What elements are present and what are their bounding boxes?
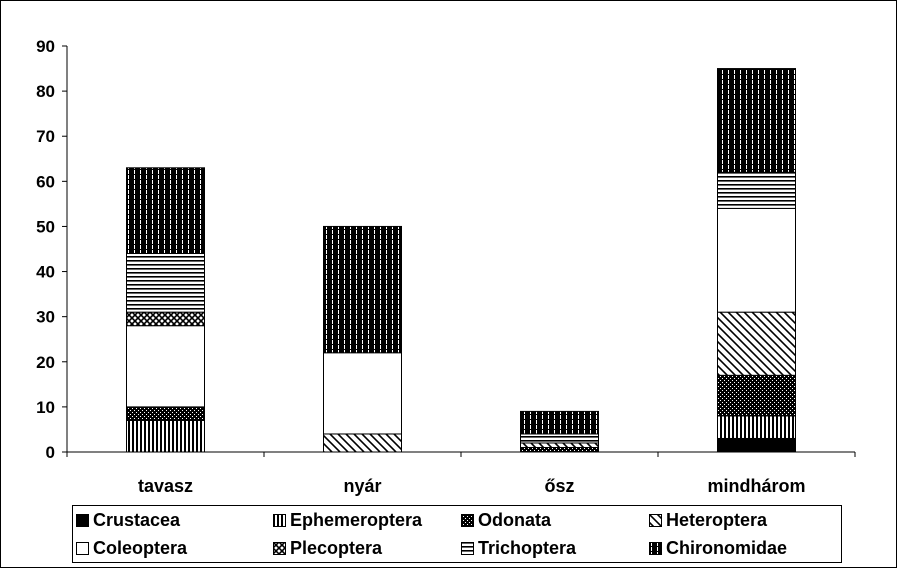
bar-segment-odonata xyxy=(520,446,599,453)
bar-segment-chironomidae xyxy=(717,68,796,173)
bar-segment-chironomidae xyxy=(323,225,402,354)
legend-item-plecoptera: Plecoptera xyxy=(273,534,461,562)
legend-swatch xyxy=(461,513,474,527)
legend-item-odonata: Odonata xyxy=(461,506,649,534)
bar-segment-ephemeroptera xyxy=(126,419,205,453)
bar-segment-coleoptera xyxy=(323,352,402,435)
legend-label: Coleoptera xyxy=(93,537,188,558)
legend-label: Odonata xyxy=(478,509,552,530)
legend-item-trichoptera: Trichoptera xyxy=(461,534,649,562)
y-tick-label: 50 xyxy=(36,217,55,236)
bar-segment-ephemeroptera xyxy=(717,415,796,439)
y-tick-label: 60 xyxy=(36,172,55,191)
legend-label: Crustacea xyxy=(93,509,181,530)
bar-segment-chironomidae xyxy=(126,167,205,255)
x-tick-label: ősz xyxy=(544,476,574,496)
bar-segment-coleoptera xyxy=(126,325,205,408)
y-tick-label: 90 xyxy=(36,37,55,56)
y-tick-label: 80 xyxy=(36,82,55,101)
bar-segment-heteroptera xyxy=(717,311,796,376)
y-tick-label: 0 xyxy=(46,443,55,462)
chart-legend: Crustacea Ephemeroptera Odonata Heteroptera… xyxy=(72,505,842,563)
bar-segment-odonata xyxy=(717,374,796,417)
legend-label: Trichoptera xyxy=(478,537,577,558)
bar-segment-heteroptera xyxy=(323,433,402,453)
x-tick-label: mindhárom xyxy=(707,476,805,496)
y-tick-label: 40 xyxy=(36,263,55,282)
legend-label: Plecoptera xyxy=(290,537,383,558)
legend-label: Chironomidae xyxy=(666,537,788,558)
x-tick-label: tavasz xyxy=(138,476,193,496)
bar-segment-heteroptera xyxy=(520,442,599,448)
bar-segment-plecoptera xyxy=(126,311,205,327)
legend-item-crustacea: Crustacea xyxy=(76,506,273,534)
legend-swatch xyxy=(273,513,286,527)
legend-item-coleoptera: Coleoptera xyxy=(76,534,273,562)
legend-swatch xyxy=(76,541,89,555)
y-tick-label: 30 xyxy=(36,308,55,327)
bar-segment-coleoptera xyxy=(717,207,796,313)
legend-item-chironomidae: Chironomidae xyxy=(649,534,839,562)
bar-segment-trichoptera xyxy=(520,433,599,444)
legend-label: Ephemeroptera xyxy=(290,509,423,530)
bar-segment-chironomidae xyxy=(520,410,599,435)
bar-segment-trichoptera xyxy=(126,253,205,313)
legend-swatch xyxy=(461,541,474,555)
legend-swatch xyxy=(649,513,662,527)
bar-segment-crustacea xyxy=(717,437,796,453)
legend-swatch xyxy=(76,513,89,527)
x-tick-label: nyár xyxy=(343,476,381,496)
legend-swatch xyxy=(649,541,662,555)
y-tick-label: 10 xyxy=(36,398,55,417)
bar-segment-trichoptera xyxy=(717,171,796,209)
legend-swatch xyxy=(273,541,286,555)
y-tick-label: 70 xyxy=(36,127,55,146)
y-tick-label: 20 xyxy=(36,353,55,372)
legend-item-heteroptera: Heteroptera xyxy=(649,506,839,534)
legend-label: Heteroptera xyxy=(666,509,768,530)
legend-item-ephemeroptera: Ephemeroptera xyxy=(273,506,461,534)
bar-segment-odonata xyxy=(126,406,205,421)
